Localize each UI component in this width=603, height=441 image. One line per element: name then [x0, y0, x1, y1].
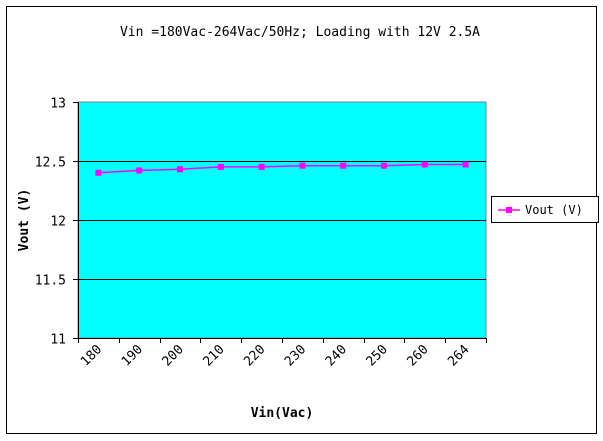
- data-point: [258, 163, 265, 170]
- chart-title: Vin =180Vac-264Vac/50Hz; Loading with 12…: [120, 25, 480, 40]
- legend: Vout (V): [491, 196, 599, 223]
- y-axis-ticks: 11 11.5 12 12.5 13: [35, 97, 79, 348]
- series-vout: [95, 161, 469, 176]
- gridlines: [78, 161, 486, 280]
- y-tick-label: 11.5: [35, 274, 66, 289]
- y-tick-label: 12.5: [35, 156, 66, 171]
- data-point: [340, 162, 347, 169]
- data-point: [95, 169, 102, 176]
- legend-marker: [506, 207, 512, 213]
- data-point: [136, 167, 143, 174]
- data-point: [421, 161, 428, 168]
- y-tick-label: 13: [50, 97, 66, 112]
- y-tick-label: 12: [50, 215, 66, 230]
- data-point: [217, 163, 224, 170]
- data-point: [381, 162, 387, 169]
- data-point: [462, 161, 469, 168]
- series-line: [98, 163, 466, 174]
- data-point: [177, 166, 183, 173]
- legend-label: Vout (V): [525, 203, 583, 217]
- y-tick-label: 11: [50, 333, 66, 348]
- x-axis-label: Vin(Vac): [251, 406, 314, 421]
- y-axis-label: Vout (V): [17, 189, 32, 252]
- data-point: [299, 162, 306, 169]
